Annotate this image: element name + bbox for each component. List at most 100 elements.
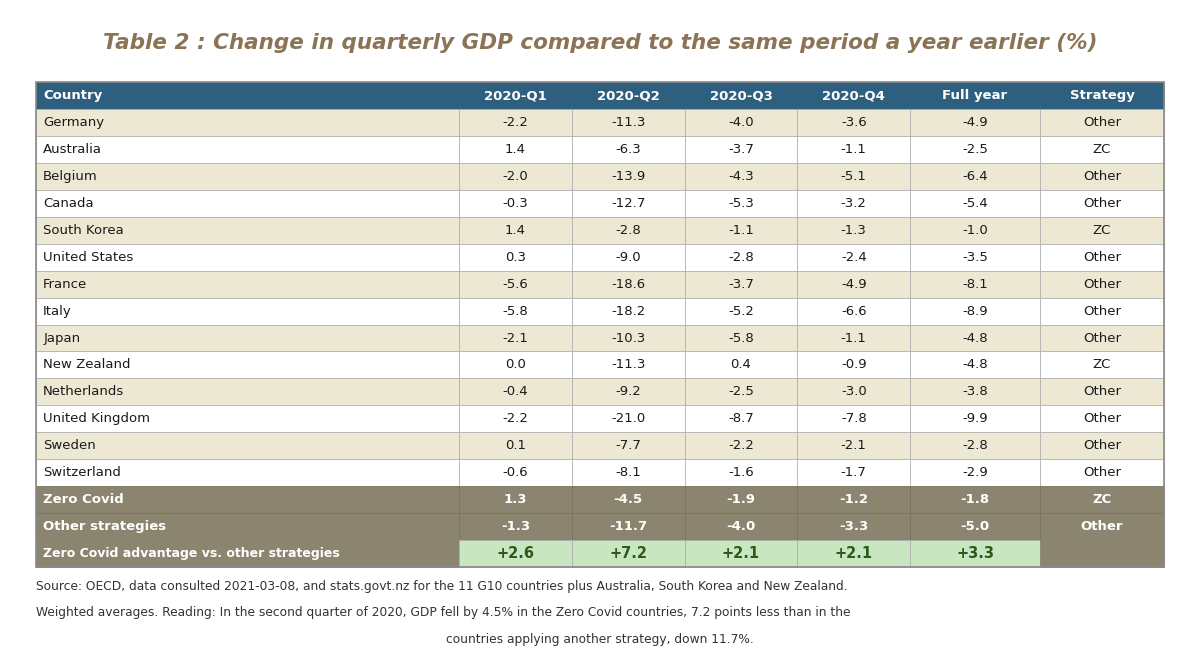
Text: Other: Other [1082,331,1121,345]
Text: United States: United States [43,251,133,264]
Bar [1040,486,1164,513]
Bar [36,351,458,378]
Bar [36,190,458,217]
Text: -2.1: -2.1 [841,439,866,452]
Bar [458,136,571,163]
Bar [458,298,571,324]
Bar [458,190,571,217]
Text: -0.4: -0.4 [503,386,528,398]
Text: Weighted averages. Reading: In the second quarter of 2020, GDP fell by 4.5% in t: Weighted averages. Reading: In the secon… [36,606,851,619]
Bar [1040,244,1164,271]
Text: -12.7: -12.7 [611,197,646,210]
Bar [797,486,910,513]
Text: Canada: Canada [43,197,94,210]
Text: -3.7: -3.7 [728,143,754,156]
Text: ZC: ZC [1092,493,1111,506]
Bar [684,432,797,459]
Text: -7.8: -7.8 [841,413,866,425]
Text: Zero Covid: Zero Covid [43,493,124,506]
Bar [458,324,571,351]
Bar [571,244,684,271]
Bar [684,163,797,190]
Text: Germany: Germany [43,116,104,129]
Bar [571,163,684,190]
Bar [684,459,797,486]
Text: Other: Other [1082,170,1121,183]
Bar [571,324,684,351]
Text: +3.3: +3.3 [956,546,994,561]
Bar [36,109,458,136]
Bar [910,432,1040,459]
Text: -5.2: -5.2 [728,304,754,318]
Bar [1040,163,1164,190]
Bar [458,271,571,298]
Text: -18.6: -18.6 [611,277,646,291]
Bar [1040,405,1164,432]
Bar [797,163,910,190]
Bar [684,486,797,513]
Bar [684,136,797,163]
Bar [571,82,684,109]
Text: -4.3: -4.3 [728,170,754,183]
Bar [36,540,458,567]
Bar [910,244,1040,271]
Text: United Kingdom: United Kingdom [43,413,150,425]
Bar [1040,217,1164,244]
Bar [1040,351,1164,378]
Bar [910,513,1040,540]
Bar [797,540,910,567]
Bar [36,486,458,513]
Bar [571,190,684,217]
Bar [797,513,910,540]
Bar [910,378,1040,405]
Bar [910,351,1040,378]
Bar [684,324,797,351]
Text: -1.9: -1.9 [726,493,756,506]
Text: -2.2: -2.2 [503,413,528,425]
Text: Other: Other [1082,439,1121,452]
Text: -2.9: -2.9 [962,466,988,479]
Bar [458,405,571,432]
Text: 2020-Q3: 2020-Q3 [709,90,773,102]
Text: Other: Other [1082,413,1121,425]
Text: -2.2: -2.2 [728,439,754,452]
Text: ZC: ZC [1093,358,1111,372]
Bar [36,459,458,486]
Text: 1.4: 1.4 [505,143,526,156]
Bar [910,217,1040,244]
Bar [36,82,458,109]
Bar [571,540,684,567]
Text: Australia: Australia [43,143,102,156]
Text: -5.0: -5.0 [960,520,990,533]
Text: +7.2: +7.2 [610,546,647,561]
Bar [910,271,1040,298]
Text: -8.7: -8.7 [728,413,754,425]
Text: Other: Other [1082,386,1121,398]
Text: Italy: Italy [43,304,72,318]
Text: -5.3: -5.3 [728,197,754,210]
Text: -1.3: -1.3 [500,520,530,533]
Text: Other strategies: Other strategies [43,520,167,533]
Bar [797,244,910,271]
Text: -21.0: -21.0 [611,413,646,425]
Text: +2.1: +2.1 [835,546,872,561]
Bar [571,271,684,298]
Text: -8.1: -8.1 [616,466,641,479]
Bar [571,432,684,459]
Text: 2020-Q4: 2020-Q4 [822,90,886,102]
Text: Source: OECD, data consulted 2021-03-08, and stats.govt.nz for the 11 G10 countr: Source: OECD, data consulted 2021-03-08,… [36,580,847,593]
Bar [36,217,458,244]
Bar [571,486,684,513]
Bar [1040,324,1164,351]
Bar [36,136,458,163]
Text: -2.8: -2.8 [728,251,754,264]
Text: -6.4: -6.4 [962,170,988,183]
Bar [1040,540,1164,567]
Text: -11.3: -11.3 [611,116,646,129]
Text: -4.8: -4.8 [962,358,988,372]
Bar [36,513,458,540]
Bar [910,405,1040,432]
Text: Country: Country [43,90,102,102]
Bar [1040,136,1164,163]
Text: -2.0: -2.0 [503,170,528,183]
